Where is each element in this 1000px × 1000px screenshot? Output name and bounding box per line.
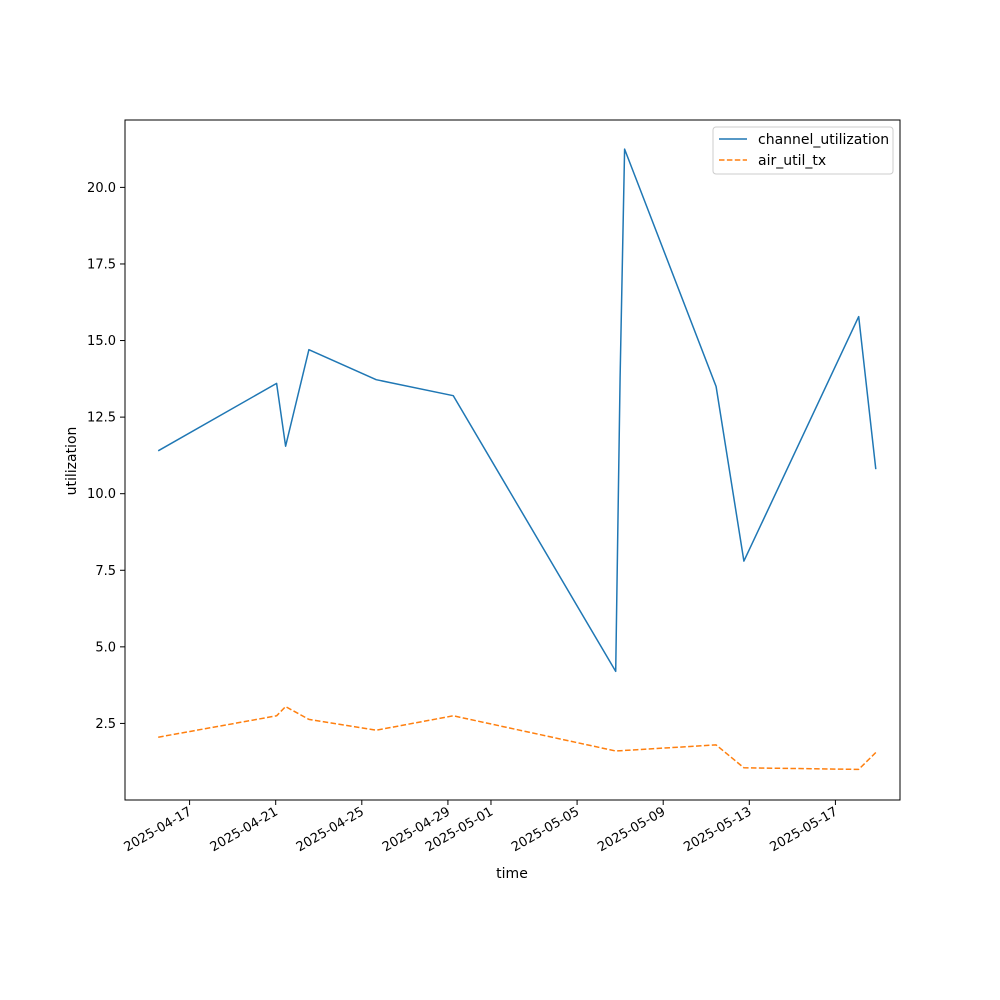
y-tick-label: 5.0 — [95, 640, 116, 655]
legend: channel_utilization air_util_tx — [712, 126, 894, 175]
y-tick-label: 2.5 — [95, 717, 116, 732]
y-axis: 2.5 5.0 7.5 10.0 12.5 15.0 17.5 20.0 — [87, 181, 125, 732]
y-tick-label: 7.5 — [95, 564, 116, 579]
legend-label-channel-utilization: channel_utilization — [758, 132, 889, 148]
y-tick-label: 12.5 — [87, 411, 116, 426]
legend-box — [712, 126, 894, 175]
plot-frame — [124, 119, 901, 801]
y-tick-label: 20.0 — [87, 181, 116, 196]
y-tick-label: 15.0 — [87, 334, 116, 349]
x-axis-label: time — [496, 866, 528, 882]
y-tick-label: 17.5 — [87, 257, 116, 272]
legend-label-air-util-tx: air_util_tx — [758, 153, 826, 169]
series-line-channel-utilization — [157, 148, 877, 673]
series-line-air-util-tx — [158, 705, 877, 771]
y-axis-label: utilization — [64, 427, 80, 496]
series-layer — [157, 148, 877, 771]
y-tick-label: 10.0 — [87, 487, 116, 502]
